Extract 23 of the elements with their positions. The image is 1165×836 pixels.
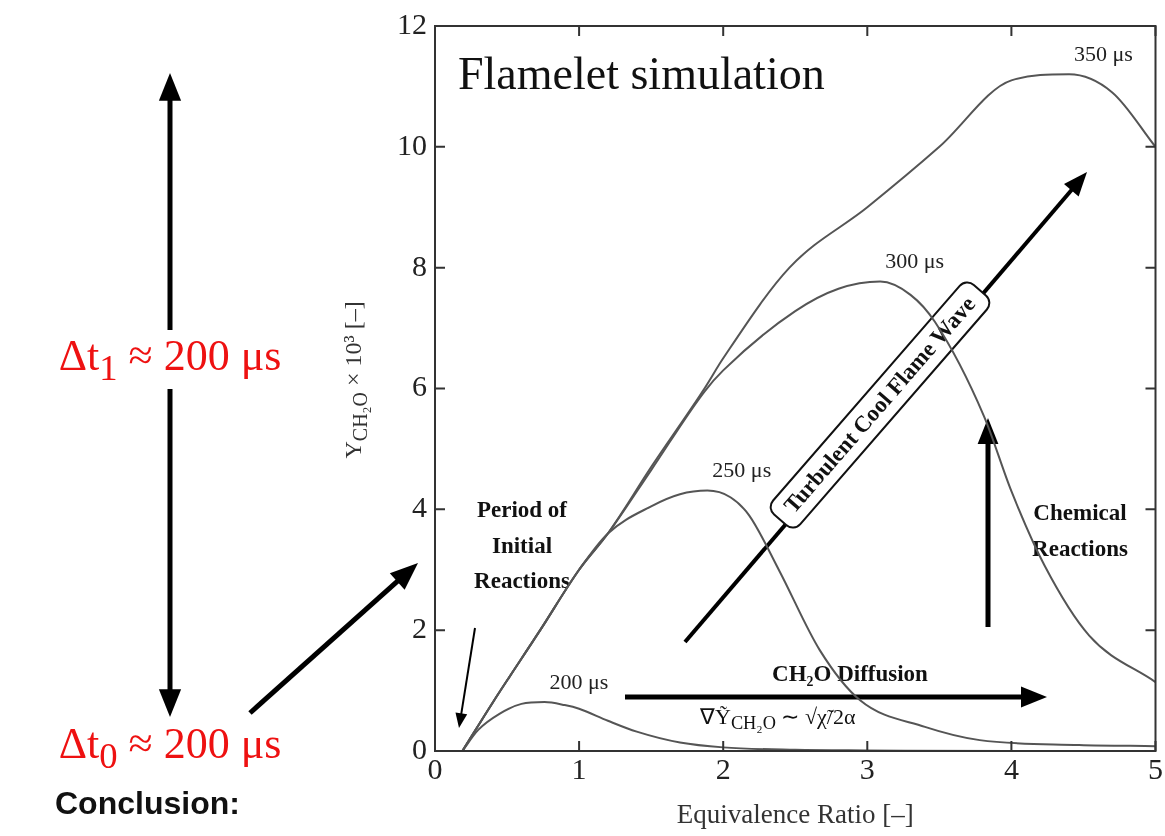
y-tick-label: 4 [412, 490, 427, 524]
x-tick-label: 1 [571, 751, 587, 785]
text: Flamelet simulation [458, 48, 825, 100]
series-label: 350 μs [1074, 41, 1133, 67]
text: Conclusion: [55, 785, 241, 822]
y-tick-label: 6 [412, 369, 427, 403]
annotation: Period of Initial Reactions [473, 496, 571, 596]
x-tick-label: 3 [859, 751, 875, 785]
x-tick-label: 4 [1003, 751, 1019, 785]
text: Δt$_{1}$ ≈ 200 μs [10, 330, 330, 389]
y-tick-label: 12 [397, 6, 427, 40]
series-label: 250 μs [712, 457, 772, 483]
annotation: ∇Ỹ$_{CH₂O}$ ∼ √χ̃/2α [700, 704, 857, 735]
y-tick-label: 8 [412, 248, 427, 282]
text: Δt$_{0}$ ≈ 200 μs [10, 718, 330, 777]
y-tick-label: 2 [412, 611, 427, 645]
x-axis-title: Equivalence Ratio [–] [676, 798, 914, 829]
series-label: 200 μs [549, 668, 609, 694]
annotation: CH₂O Diffusion [771, 660, 929, 688]
x-tick-label: 2 [715, 751, 731, 785]
y-tick-label: 10 [397, 127, 427, 161]
series-label: 300 μs [885, 248, 945, 274]
x-tick-label: 5 [1148, 751, 1163, 785]
